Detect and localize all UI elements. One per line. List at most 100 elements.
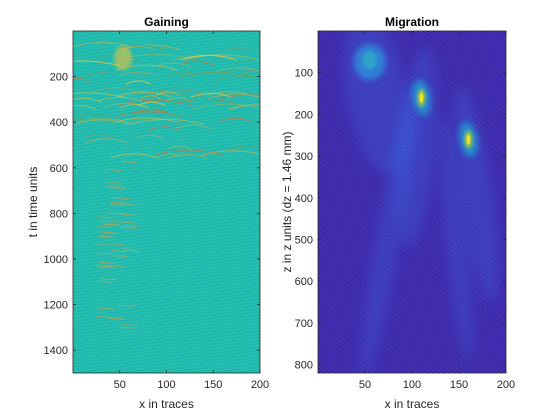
reflection-texture (97, 225, 114, 228)
reflection-texture (108, 243, 125, 246)
reflection-texture (142, 108, 169, 114)
y-tick-label: 400 (50, 117, 68, 129)
reflection-texture (184, 54, 259, 61)
reflection-texture (85, 138, 127, 144)
reflection-texture (121, 248, 138, 251)
reflection-texture (217, 94, 260, 101)
reflection-texture (206, 91, 254, 97)
reflection-texture (95, 315, 112, 318)
reflection-texture (105, 169, 122, 172)
reflection-texture (115, 111, 182, 118)
reflection-texture (170, 98, 239, 105)
y-tick-label: 500 (295, 235, 313, 247)
reflection-texture (117, 304, 134, 307)
y-tick-label: 600 (50, 163, 68, 175)
reflection-texture (75, 119, 130, 125)
x-tick-label: 100 (157, 379, 175, 391)
gaining-image (73, 31, 260, 373)
reflection-texture (96, 252, 113, 255)
reflection-texture (137, 134, 163, 140)
migration-image (318, 31, 506, 373)
reflection-texture (95, 280, 112, 283)
reflection-texture (97, 244, 114, 247)
reflection-texture (228, 104, 260, 110)
x-tick-label: 200 (497, 379, 515, 391)
migration-streak (439, 114, 473, 364)
gaining-ticks: 50 100 150 200 200 400 600 800 1000 1200 1400 (44, 31, 269, 391)
reflection-texture (155, 91, 181, 96)
reflection-texture (137, 101, 166, 107)
reflection-texture (104, 102, 146, 108)
reflection-texture (166, 145, 193, 151)
reflection-texture (97, 235, 114, 238)
reflection-texture (145, 89, 207, 95)
x-tick-label: 50 (359, 379, 371, 391)
reflection-texture (224, 47, 251, 52)
migration-xlabel: x in traces (385, 397, 440, 411)
reflection-texture (120, 161, 137, 164)
y-tick-label: 800 (295, 360, 313, 372)
y-tick-label: 200 (50, 72, 68, 84)
reflection-texture (96, 265, 113, 268)
reflection-texture (180, 71, 253, 78)
reflection-texture (117, 91, 170, 97)
reflection-texture (104, 185, 121, 188)
reflection-texture (108, 317, 125, 320)
reflection-texture (139, 94, 214, 100)
reflection-texture (109, 187, 126, 190)
reflection-texture (110, 153, 158, 159)
reflection-texture (114, 46, 132, 70)
reflection-texture (112, 197, 129, 200)
reflection-texture (83, 133, 114, 138)
reflection-texture (218, 117, 253, 123)
reflection-texture (101, 278, 118, 281)
y-tick-label: 300 (295, 151, 313, 163)
reflection-texture (84, 70, 150, 77)
reflection-texture (103, 223, 120, 226)
reflection-texture (214, 67, 260, 73)
reflection-texture (157, 153, 181, 158)
y-tick-label: 200 (295, 109, 313, 121)
reflection-texture (98, 307, 115, 310)
x-tick-label: 150 (204, 379, 222, 391)
reflection-texture (139, 95, 162, 100)
reflection-texture (99, 261, 116, 264)
reflection-texture (214, 75, 260, 81)
reflection-texture (111, 255, 129, 258)
reflection-texture (201, 150, 260, 156)
reflection-texture (117, 221, 134, 224)
reflection-texture (241, 69, 260, 75)
migration-feature (466, 134, 471, 145)
y-tick-label: 100 (295, 68, 313, 80)
reflection-texture (119, 326, 136, 329)
reflection-texture (192, 103, 260, 110)
reflection-texture (73, 117, 113, 123)
gaining-xlabel: x in traces (139, 397, 194, 411)
y-tick-label: 1400 (44, 345, 68, 357)
reflection-texture (73, 41, 134, 48)
reflection-texture (98, 216, 115, 219)
migration-feature (362, 51, 377, 70)
reflection-texture (125, 80, 152, 85)
reflection-texture (166, 153, 208, 159)
reflection-texture (208, 93, 260, 100)
reflection-texture (73, 113, 112, 119)
reflection-texture (119, 103, 150, 109)
reflection-texture (92, 87, 137, 93)
reflection-texture (97, 265, 115, 268)
y-tick-label: 600 (295, 276, 313, 288)
migration-streak (360, 82, 419, 373)
migration-feature (419, 92, 424, 103)
reflection-texture (110, 201, 127, 204)
reflection-texture (233, 59, 260, 65)
reflection-texture (110, 250, 127, 253)
reflection-texture (119, 213, 136, 216)
reflection-texture (119, 226, 136, 229)
y-tick-label: 700 (295, 318, 313, 330)
reflection-texture (73, 92, 127, 99)
x-tick-label: 100 (403, 379, 421, 391)
reflection-texture (73, 118, 133, 124)
x-tick-label: 150 (450, 379, 468, 391)
migration-ylabel: z in z units (dz = 1.46 mm) (280, 131, 294, 272)
